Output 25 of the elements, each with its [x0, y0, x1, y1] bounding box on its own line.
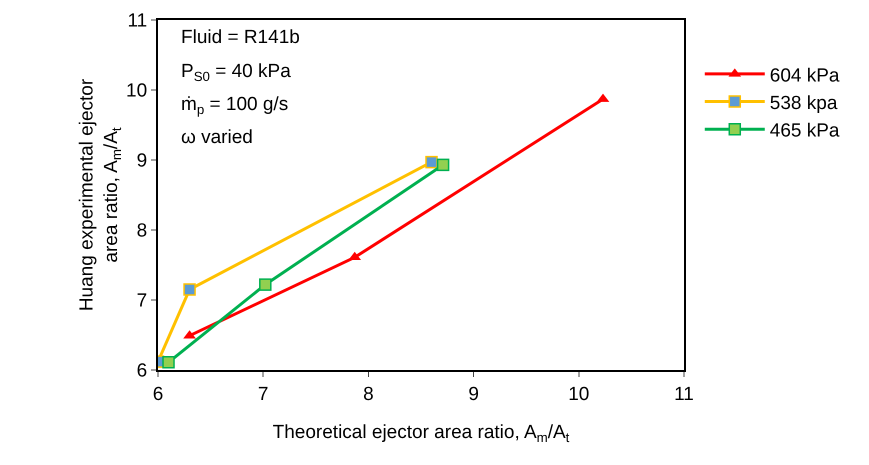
point [425, 156, 438, 168]
y-tick-label: 10 [126, 80, 148, 102]
y-tick-label: 6 [136, 360, 148, 382]
annotation: P$_{S0}$ = 40 kPa [181, 61, 292, 84]
legend-label: 538 kpa [770, 92, 838, 114]
point [436, 158, 450, 172]
annotation: ṁ$_{p}$ = 100 g/s [181, 94, 288, 117]
annotation: ω varied [181, 127, 253, 148]
x-tick-label: 8 [363, 384, 374, 405]
x-tick-label: 11 [674, 384, 694, 405]
point [259, 278, 272, 291]
x-tick-label: 7 [258, 384, 268, 405]
point [162, 356, 175, 369]
point [183, 283, 196, 296]
x-tick-label: 9 [468, 384, 479, 405]
x-tick-label: 10 [568, 384, 590, 405]
annotation: Fluid = R141b [181, 27, 300, 48]
y-tick-label: 7 [136, 290, 148, 312]
y-tick-label: 9 [136, 150, 148, 172]
legend-label: 604 kPa [770, 65, 840, 86]
x-tick-label: 6 [152, 384, 164, 405]
y-tick-label: 8 [136, 220, 148, 242]
legend-label: 465 kPa [770, 120, 840, 142]
y-tick-label: 11 [127, 10, 148, 32]
x-axis-title: Theoretical ejector area ratio, A$_{m}$/A$_{t}$ [272, 422, 570, 445]
